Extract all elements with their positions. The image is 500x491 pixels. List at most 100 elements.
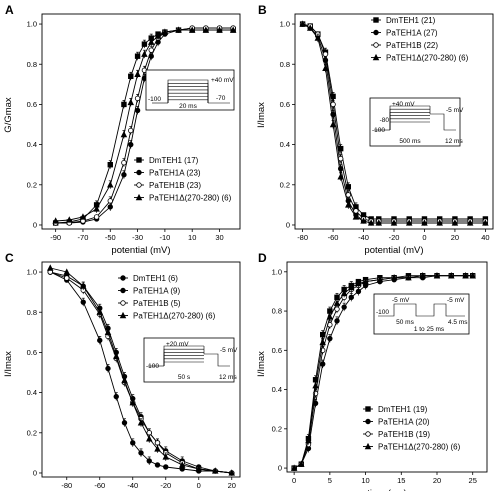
data-point: [93, 205, 100, 212]
data-point: [107, 204, 113, 210]
data-point: [147, 38, 155, 45]
legend-entry: PaTEH1B (5): [133, 299, 181, 308]
legend-marker: [365, 431, 371, 437]
inset-label: -80: [380, 117, 390, 124]
inset-label: -5 mV: [220, 347, 238, 354]
legend-marker: [120, 300, 126, 306]
y-tick-label: 0.8: [280, 60, 290, 69]
inset-frame: [373, 293, 470, 335]
data-point: [433, 272, 441, 279]
legend-marker: [136, 169, 142, 176]
series-line: [50, 271, 232, 474]
y-tick-label: 0.8: [27, 60, 37, 69]
legend-marker: [135, 193, 143, 201]
data-point: [451, 219, 459, 226]
y-axis-label: I/Imax: [256, 102, 267, 128]
legend-marker: [364, 442, 372, 450]
data-point: [337, 155, 344, 162]
panel-label: A: [5, 3, 14, 17]
data-point: [121, 420, 128, 426]
data-point: [290, 464, 298, 471]
data-point: [104, 328, 112, 336]
data-point: [326, 313, 334, 320]
legend-entry: DmTEH1 (17): [149, 156, 199, 165]
panel-label: D: [258, 251, 267, 265]
inset-label: -5 mV: [392, 297, 410, 304]
x-tick-label: -80: [61, 481, 72, 490]
panel-a: A -90 -70 -50 -30 -10 10 30 0 0.2 0.4 0.6 0.8 1.0 pote…: [3, 3, 241, 256]
data-point: [228, 469, 236, 476]
data-point: [390, 274, 398, 281]
y-tick-label: 0.4: [272, 385, 282, 394]
data-point: [134, 95, 141, 102]
x-tick-label: -20: [160, 481, 171, 490]
axes-frame: [41, 13, 241, 230]
legend-marker: [136, 157, 142, 163]
data-point: [129, 398, 137, 406]
data-point: [178, 461, 186, 468]
x-tick-label: 25: [469, 476, 477, 485]
data-point: [138, 450, 144, 456]
data-point: [405, 274, 412, 281]
legend-marker: [373, 42, 379, 48]
x-tick-label: -40: [127, 481, 138, 490]
x-tick-label: -50: [105, 233, 116, 242]
data-point: [130, 440, 136, 446]
legend-entry: DmTEH1 (19): [378, 405, 428, 414]
data-point: [127, 98, 135, 106]
data-point: [134, 70, 141, 77]
data-point: [341, 304, 347, 310]
y-tick-label: 0.4: [27, 388, 37, 397]
data-point: [52, 217, 59, 224]
panel-label: C: [5, 251, 14, 265]
legend-marker: [365, 418, 371, 425]
legend: DmTEH1 (6) PaTEH1A (9) PaTEH1B (5) PaTEH1Δ(…: [118, 274, 216, 321]
x-tick-label: 20: [228, 481, 236, 490]
legend-entry: DmTEH1 (21): [386, 16, 436, 25]
data-point: [154, 32, 162, 39]
y-tick-label: 1.0: [280, 20, 290, 29]
protocol-inset: +20 mV -100 -5 mV 50 s 12 ms: [143, 337, 238, 383]
legend-entry: PaTEH1A (23): [149, 169, 201, 178]
x-tick-label: -80: [297, 233, 308, 242]
x-tick-label: 40: [481, 233, 489, 242]
data-point: [348, 283, 355, 291]
data-point: [299, 20, 306, 27]
data-point: [134, 53, 141, 59]
x-tick-label: -90: [50, 233, 61, 242]
data-point: [107, 162, 113, 168]
inset-label: 50 s: [178, 374, 191, 381]
series-4: [299, 20, 489, 226]
data-point: [154, 445, 161, 452]
x-axis-label: time (ms): [367, 488, 407, 491]
x-tick-label: 30: [215, 233, 223, 242]
inset-label: -100: [148, 96, 161, 103]
data-point: [105, 365, 111, 372]
y-tick-label: 0.6: [27, 100, 37, 109]
legend-entry: PaTEH1Δ(270-280) (6): [386, 54, 469, 63]
data-point: [352, 213, 360, 220]
legend-entry: PaTEH1Δ(270-280) (6): [149, 194, 232, 203]
series-line: [50, 271, 232, 474]
data-point: [128, 141, 134, 148]
x-tick-label: -60: [328, 233, 339, 242]
data-point: [345, 192, 352, 198]
y-axis-label: G/Gmax: [3, 97, 14, 133]
protocol-step: [163, 361, 204, 366]
y-tick-label: 0.6: [280, 100, 290, 109]
data-point: [334, 318, 340, 324]
series-line: [50, 271, 232, 474]
data-point: [107, 181, 114, 188]
data-point: [146, 458, 152, 464]
legend-marker: [120, 287, 126, 294]
legend-entry: PaTEH1B (22): [386, 41, 438, 50]
inset-label: -100: [146, 363, 159, 370]
data-point: [112, 352, 120, 360]
data-point: [107, 198, 113, 204]
y-axis-label: I/Imax: [256, 351, 267, 377]
x-tick-label: -60: [94, 481, 105, 490]
y-tick-label: 0: [33, 221, 37, 230]
data-point: [79, 213, 87, 220]
